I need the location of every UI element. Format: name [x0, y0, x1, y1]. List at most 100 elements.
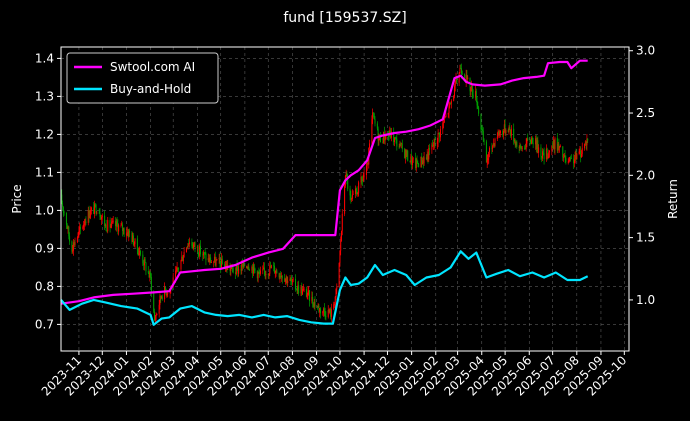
candle-body	[136, 238, 138, 250]
candle-body	[182, 256, 184, 262]
candle-body	[121, 224, 123, 226]
candle-body	[531, 137, 533, 144]
candle-body	[159, 295, 161, 305]
candle-body	[164, 286, 166, 292]
candle-body	[421, 156, 423, 165]
candle-body	[449, 102, 451, 105]
candle-body	[367, 163, 369, 165]
candle-body	[132, 235, 134, 246]
strategy-line	[60, 59, 588, 305]
candle-body	[465, 74, 467, 82]
candle-body	[150, 277, 152, 292]
candle-body	[552, 146, 554, 149]
candle-body	[240, 269, 242, 271]
candle-body	[278, 273, 280, 278]
candle-body	[214, 256, 216, 266]
candle-body	[362, 177, 364, 182]
candle-body	[400, 143, 402, 145]
candle-body	[215, 260, 217, 266]
series-lines	[60, 59, 589, 326]
candle-body	[106, 230, 108, 232]
candle-body	[584, 141, 586, 144]
candle-body	[155, 314, 157, 320]
candle-body	[492, 146, 494, 149]
candle-body	[510, 129, 512, 136]
candle-body	[499, 131, 501, 134]
candle-body	[122, 224, 124, 231]
candle-body	[570, 158, 572, 160]
candle-body	[557, 143, 559, 151]
candle-body	[543, 153, 545, 160]
candle-body	[78, 230, 80, 233]
candle-body	[316, 306, 318, 308]
candle-body	[481, 129, 483, 130]
candle-body	[192, 244, 194, 249]
candle-body	[485, 141, 487, 163]
candle-body	[104, 224, 106, 227]
candle-body	[460, 68, 462, 70]
candle-body	[584, 143, 586, 149]
candle-body	[586, 138, 588, 146]
candle-body	[270, 265, 272, 269]
candle-body	[400, 143, 402, 145]
candle-body	[129, 230, 131, 233]
candle-body	[556, 138, 558, 151]
candle-body	[76, 237, 78, 243]
candle-body	[280, 275, 282, 278]
candle-body	[439, 129, 441, 138]
candle-body	[376, 123, 378, 129]
candle-body	[427, 153, 429, 160]
candle-body	[79, 227, 81, 231]
candle-body	[229, 265, 231, 271]
candle-body	[107, 220, 109, 232]
candle-body	[143, 263, 145, 266]
candle-body	[292, 278, 294, 280]
candle-body	[145, 262, 147, 272]
candle-body	[552, 139, 554, 149]
candle-body	[340, 241, 342, 251]
candle-body	[275, 270, 277, 273]
candle-body	[62, 203, 64, 207]
candle-body	[192, 246, 194, 249]
candle-body	[147, 271, 149, 273]
candle-body	[423, 157, 425, 164]
candle-body	[483, 140, 485, 142]
candle-body	[579, 151, 581, 153]
candle-body	[150, 272, 152, 278]
candle-body	[219, 257, 221, 263]
candle-body	[197, 246, 199, 255]
candle-body	[344, 185, 346, 214]
candle-body	[165, 291, 167, 295]
candle-body	[280, 276, 282, 278]
candle-body	[117, 224, 119, 232]
right-y-tick-label: 2.0	[636, 168, 655, 182]
candle-body	[358, 182, 360, 193]
candle-body	[507, 130, 509, 133]
candle-body	[467, 77, 469, 79]
candle-body	[148, 272, 150, 278]
candle-body	[422, 160, 424, 165]
candle-body	[79, 227, 81, 229]
candle-body	[559, 146, 561, 148]
candle-body	[305, 288, 307, 297]
candle-body	[317, 305, 319, 307]
candle-body	[398, 146, 400, 148]
candle-body	[482, 129, 484, 131]
candle-body	[241, 264, 243, 271]
candle-body	[236, 265, 238, 268]
candle-body	[263, 267, 265, 271]
candle-body	[128, 230, 130, 237]
candle-body	[475, 91, 477, 101]
candle-body	[464, 74, 466, 82]
candle-body	[513, 128, 515, 142]
candle-body	[447, 112, 449, 115]
candle-body	[246, 266, 248, 269]
candle-body	[415, 159, 417, 169]
candle-body	[442, 123, 444, 130]
candle-body	[450, 102, 452, 104]
candle-body	[273, 265, 275, 274]
candle-body	[429, 148, 431, 150]
candle-body	[100, 216, 102, 220]
candle-body	[438, 133, 440, 134]
candle-body	[551, 146, 553, 151]
